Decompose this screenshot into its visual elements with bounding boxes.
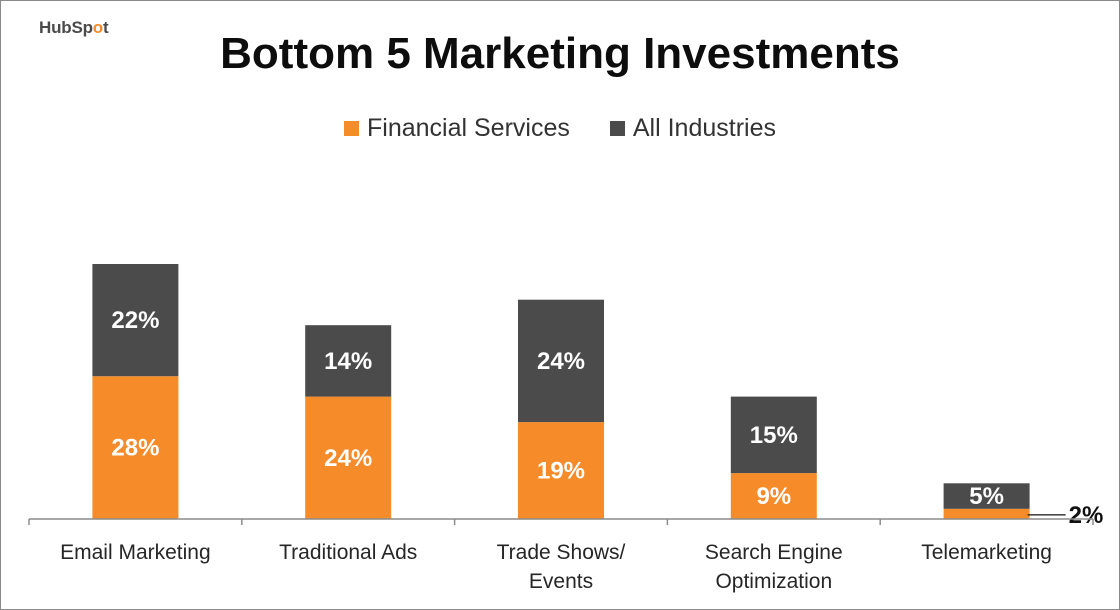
legend-label-financial-services: Financial Services	[367, 114, 570, 142]
legend-item-all-industries: All Industries	[609, 114, 776, 143]
bar-all-industries-1	[305, 325, 392, 397]
data-label-all-industries-0: 22%	[111, 307, 159, 334]
data-label-financial-services-4: 2%	[1069, 502, 1104, 529]
data-label-all-industries-1: 14%	[324, 348, 372, 375]
category-label-2: Trade Shows/Events	[497, 541, 626, 593]
data-label-financial-services-3: 9%	[756, 483, 791, 510]
data-label-all-industries-2: 24%	[537, 348, 585, 375]
bar-financial-services-1	[305, 396, 392, 519]
category-label-3: Search Engine Optimization	[705, 541, 843, 593]
legend-swatch-all-industries	[609, 121, 625, 136]
data-label-all-industries-3: 15%	[750, 422, 798, 449]
chart-title: Bottom 5 Marketing Investments	[220, 29, 900, 78]
bar-all-industries-3	[730, 396, 817, 474]
bar-financial-services-3	[730, 473, 817, 519]
category-label-1: Traditional Ads	[279, 541, 417, 564]
legend: Financial Services All Industries	[1, 114, 1119, 143]
legend-swatch-financial-services	[344, 121, 359, 136]
data-label-financial-services-0: 28%	[111, 435, 159, 462]
category-label-0: Email Marketing	[60, 541, 211, 564]
category-label-4: Telemarketing	[921, 541, 1052, 564]
data-label-all-industries-4: 5%	[969, 483, 1004, 510]
bar-all-industries-4	[943, 483, 1030, 509]
bar-financial-services-2	[518, 422, 604, 519]
data-label-financial-services-2: 19%	[537, 458, 585, 485]
bar-financial-services-4	[943, 508, 1030, 519]
data-label-financial-services-1: 24%	[324, 445, 372, 472]
bar-all-industries-0	[92, 264, 179, 377]
bar-financial-services-0	[92, 376, 179, 519]
legend-item-financial-services: Financial Services	[344, 114, 570, 143]
hubspot-logo: HubSpot	[39, 18, 109, 37]
legend-label-all-industries: All Industries	[632, 114, 776, 142]
bar-all-industries-2	[518, 299, 604, 423]
